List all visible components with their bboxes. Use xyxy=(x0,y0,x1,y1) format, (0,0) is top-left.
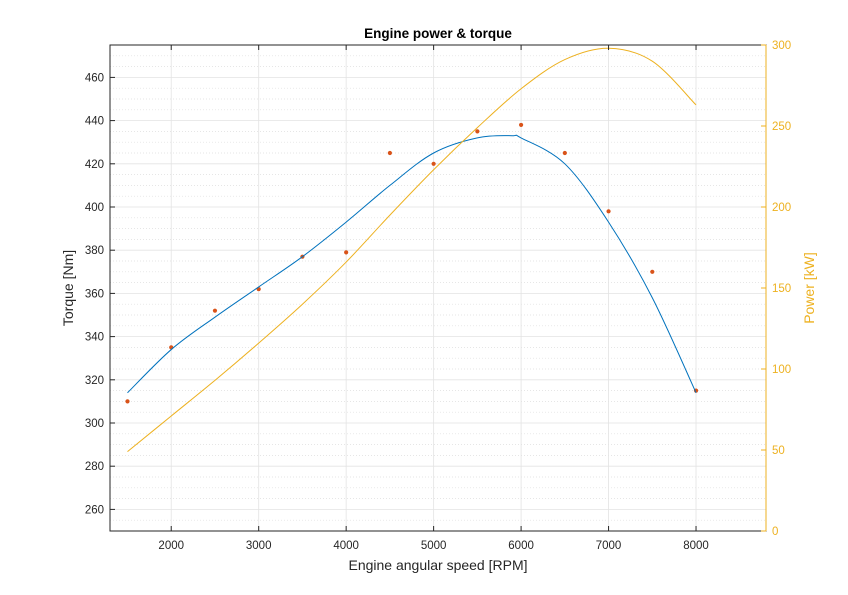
torque-data-point xyxy=(475,129,480,134)
x-tick-label: 3000 xyxy=(246,540,272,552)
torque-fit-curve xyxy=(127,134,697,394)
chart-title: Engine power & torque xyxy=(364,26,512,41)
power-curve xyxy=(127,47,697,453)
y2-tick-label: 250 xyxy=(772,121,791,133)
torque-data-point xyxy=(562,150,567,156)
x-tick-label: 5000 xyxy=(421,540,447,552)
torque-data-point xyxy=(606,209,611,214)
y-tick-label: 400 xyxy=(85,202,104,214)
torque-data-point xyxy=(650,269,655,274)
torque-data-point xyxy=(212,308,218,313)
y-tick-label: 340 xyxy=(85,332,104,344)
y-tick-label: 320 xyxy=(85,375,104,387)
series-layer xyxy=(125,47,699,453)
y-tick-label: 440 xyxy=(85,116,104,128)
y-tick-label: 360 xyxy=(85,288,104,300)
y-axis-label: Torque [Nm] xyxy=(60,250,76,326)
x-tick-label: 6000 xyxy=(508,540,534,552)
x-axis-label: Engine angular speed [RPM] xyxy=(349,557,528,573)
y2-axis-label: Power [kW] xyxy=(801,252,817,324)
y-tick-label: 420 xyxy=(85,159,104,171)
y2-tick-label: 100 xyxy=(772,364,791,376)
y-tick-label: 460 xyxy=(85,72,104,84)
torque-data-point xyxy=(387,150,392,156)
y-tick-label: 300 xyxy=(85,418,104,430)
y-tick-label: 260 xyxy=(85,504,104,516)
y2-tick-label: 200 xyxy=(772,202,791,214)
torque-data-point xyxy=(431,161,436,166)
x-tick-label: 4000 xyxy=(333,540,359,552)
y2-tick-label: 0 xyxy=(772,526,778,538)
y2-tick-label: 150 xyxy=(772,283,791,295)
torque-data-point xyxy=(125,399,130,404)
y2-tick-label: 300 xyxy=(772,40,791,52)
tick-layer: 2000 3000 4000 5000 6000 7000 8000260280300320… xyxy=(85,40,791,552)
y-tick-label: 380 xyxy=(85,245,104,257)
x-tick-label: 7000 xyxy=(596,540,622,552)
x-tick-label: 8000 xyxy=(683,540,709,552)
x-tick-label: 2000 xyxy=(158,540,184,552)
major-grid xyxy=(110,45,766,531)
minor-grid xyxy=(110,44,766,532)
torque-data-point xyxy=(518,122,524,128)
plot-area xyxy=(110,45,766,531)
y-tick-label: 280 xyxy=(85,461,104,473)
torque-data-point xyxy=(344,250,349,255)
y2-tick-label: 50 xyxy=(772,445,785,457)
